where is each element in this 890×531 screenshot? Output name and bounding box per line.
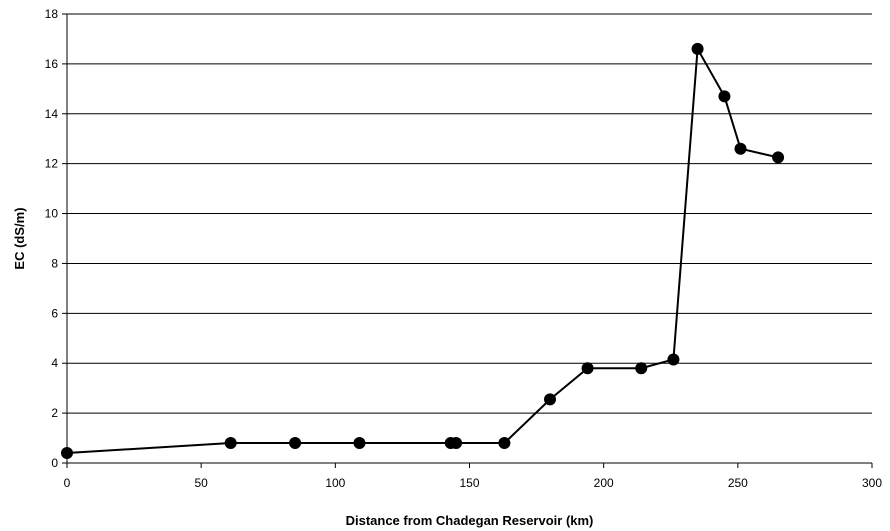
data-point [691, 42, 704, 55]
data-point [772, 151, 785, 164]
data-point [224, 437, 237, 450]
data-point [498, 437, 511, 450]
data-point [544, 393, 556, 406]
y-tick-label: 12 [45, 157, 59, 171]
data-series [61, 42, 785, 460]
y-tick-label: 16 [45, 57, 59, 71]
x-tick-label: 100 [325, 476, 345, 490]
data-point [450, 437, 463, 450]
x-tick-label: 0 [64, 476, 71, 490]
x-tick-label: 50 [194, 476, 208, 490]
y-tick-label: 8 [51, 256, 58, 270]
data-point [667, 353, 680, 366]
y-tick-label: 10 [45, 207, 59, 221]
data-point [61, 447, 73, 460]
tick-labels: 0 2 4 6 8 10 12 14 16 18 0 50 100 150 200 250 300 [45, 7, 883, 490]
x-axis-title: Distance from Chadegan Reservoir (km) [346, 513, 594, 528]
y-tick-label: 2 [51, 406, 58, 420]
axes [62, 13, 873, 468]
x-tick-label: 200 [594, 476, 614, 490]
gridlines [67, 13, 872, 414]
data-point [635, 362, 648, 375]
y-tick-label: 4 [51, 356, 58, 370]
data-point [734, 142, 747, 155]
data-point [289, 437, 302, 450]
data-point [581, 362, 594, 375]
y-tick-label: 18 [45, 7, 59, 21]
series-line [66, 45, 779, 455]
y-tick-label: 0 [51, 456, 58, 470]
x-tick-label: 300 [862, 476, 882, 490]
y-tick-label: 6 [51, 306, 58, 320]
y-tick-label: 14 [45, 107, 59, 121]
data-point [353, 437, 366, 450]
x-tick-label: 150 [459, 476, 479, 490]
x-tick-label: 250 [728, 476, 748, 490]
data-point [718, 90, 731, 103]
y-axis-title: EC (dS/m) [12, 207, 27, 269]
